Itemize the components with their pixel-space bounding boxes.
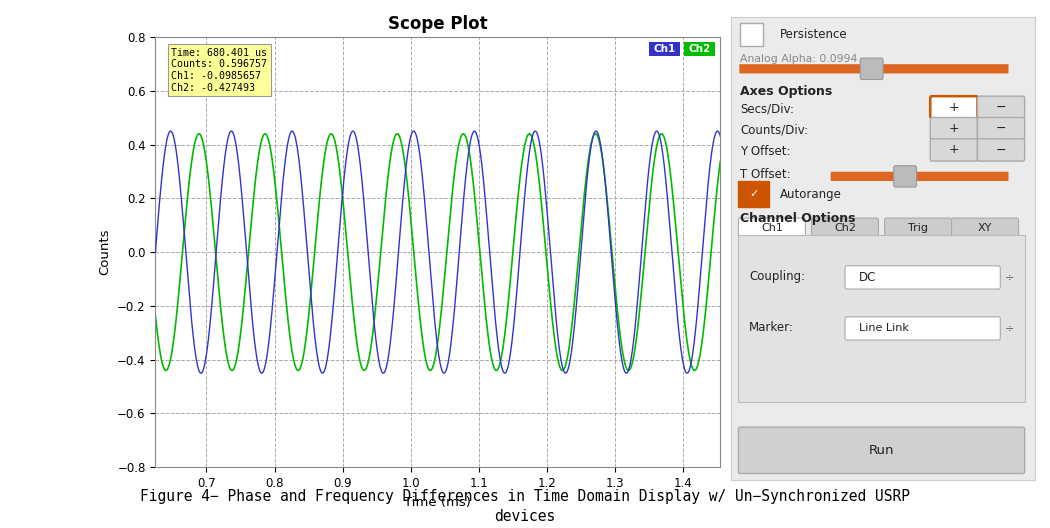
Text: ÷: ÷ <box>1005 324 1014 333</box>
FancyBboxPatch shape <box>739 64 1008 73</box>
FancyBboxPatch shape <box>812 218 879 239</box>
Text: −: − <box>996 144 1007 156</box>
FancyBboxPatch shape <box>930 139 978 161</box>
Text: Y Offset:: Y Offset: <box>740 145 791 158</box>
Text: T Offset:: T Offset: <box>740 168 791 181</box>
Text: Ch2: Ch2 <box>688 44 711 54</box>
Text: −: − <box>996 122 1007 135</box>
Text: Run: Run <box>868 444 895 457</box>
Text: Line Link: Line Link <box>859 324 908 333</box>
Text: devices: devices <box>495 509 555 524</box>
FancyBboxPatch shape <box>738 182 769 208</box>
Text: Time: 680.401 us
Counts: 0.596757
Ch1: -0.0985657
Ch2: -0.427493: Time: 680.401 us Counts: 0.596757 Ch1: -… <box>171 48 267 92</box>
Text: Axes Options: Axes Options <box>740 84 833 98</box>
FancyBboxPatch shape <box>845 266 1001 289</box>
Text: XY: XY <box>978 223 992 233</box>
Bar <box>740 23 762 45</box>
Text: Ch2: Ch2 <box>834 223 856 233</box>
Text: Counts/Div:: Counts/Div: <box>740 124 808 137</box>
Y-axis label: Counts: Counts <box>99 229 111 276</box>
Text: ✓: ✓ <box>749 190 758 200</box>
Text: Trig: Trig <box>908 223 928 233</box>
Text: Analog Alpha: 0.0994: Analog Alpha: 0.0994 <box>740 54 857 63</box>
FancyBboxPatch shape <box>978 139 1025 161</box>
FancyBboxPatch shape <box>860 58 883 80</box>
FancyBboxPatch shape <box>845 317 1001 340</box>
FancyBboxPatch shape <box>738 427 1025 474</box>
FancyBboxPatch shape <box>978 118 1025 140</box>
FancyBboxPatch shape <box>884 218 951 239</box>
FancyBboxPatch shape <box>930 118 978 140</box>
Text: +: + <box>949 122 960 135</box>
Text: −: − <box>996 101 1007 114</box>
Text: Ch1: Ch1 <box>761 223 783 233</box>
Text: Coupling:: Coupling: <box>749 270 805 283</box>
Text: Ch1: Ch1 <box>653 44 676 54</box>
Text: Figure 4− Phase and Frequency Differences in Time Domain Display w/ Un−Synchroni: Figure 4− Phase and Frequency Difference… <box>140 489 910 504</box>
Text: +: + <box>949 101 960 114</box>
Text: Persistence: Persistence <box>779 28 847 41</box>
Text: Channel Options: Channel Options <box>740 212 856 225</box>
FancyBboxPatch shape <box>930 96 978 118</box>
Text: DC: DC <box>859 271 876 284</box>
FancyBboxPatch shape <box>894 166 917 187</box>
Text: Marker:: Marker: <box>749 321 794 334</box>
FancyBboxPatch shape <box>978 96 1025 118</box>
FancyBboxPatch shape <box>831 172 1008 181</box>
Text: Secs/Div:: Secs/Div: <box>740 102 794 115</box>
Text: ÷: ÷ <box>1005 272 1014 282</box>
FancyBboxPatch shape <box>738 218 805 239</box>
X-axis label: Time (ms): Time (ms) <box>404 496 471 508</box>
Title: Scope Plot: Scope Plot <box>388 15 487 33</box>
Text: Autorange: Autorange <box>779 188 841 201</box>
FancyBboxPatch shape <box>951 218 1018 239</box>
FancyBboxPatch shape <box>738 235 1025 402</box>
Text: +: + <box>949 144 960 156</box>
